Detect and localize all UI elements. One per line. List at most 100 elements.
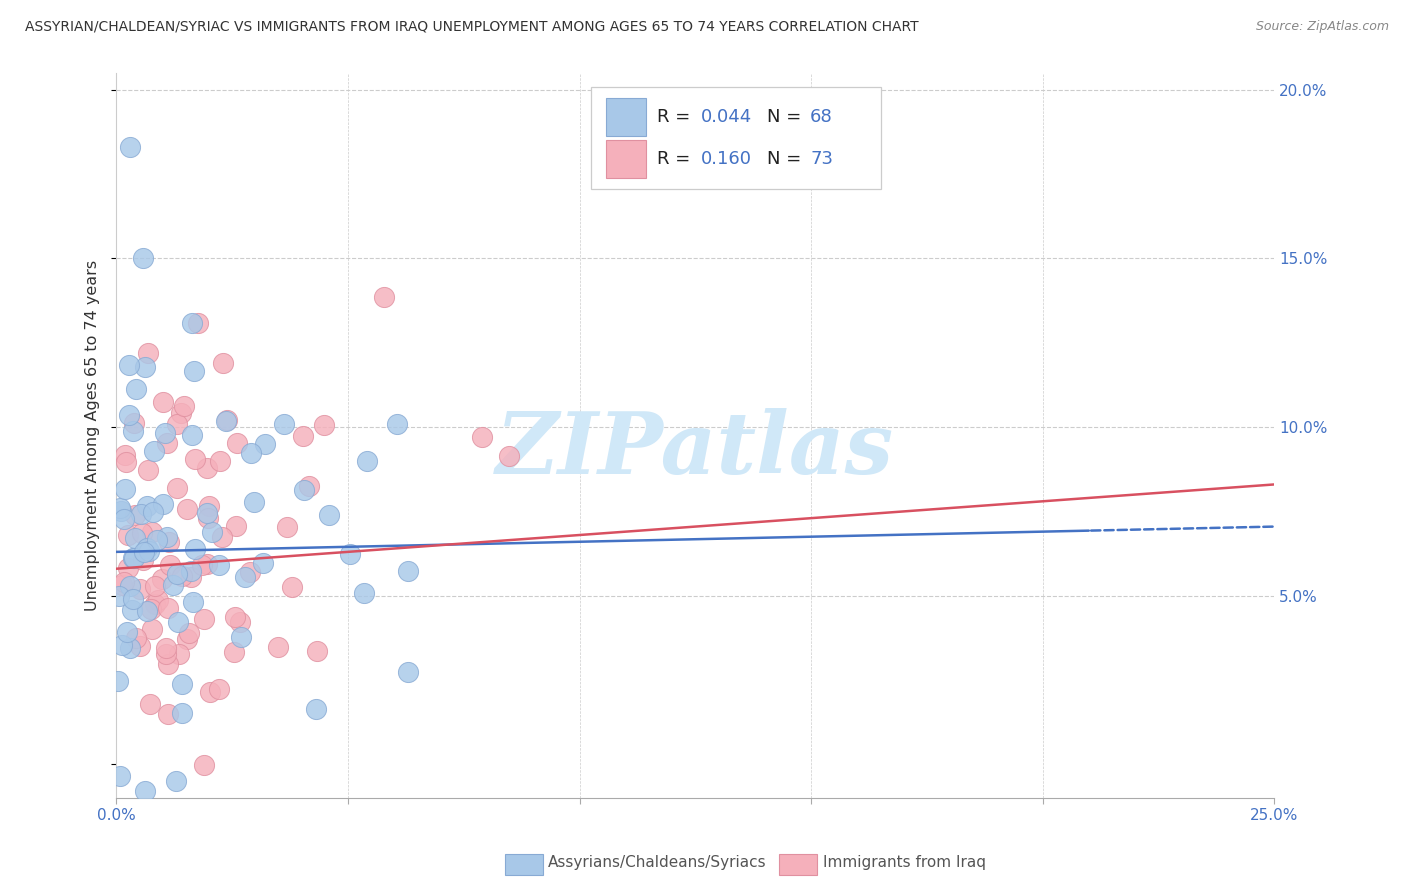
Point — [193, 612, 215, 626]
Point — [136, 346, 159, 360]
Point — [169, 647, 191, 661]
Text: R =: R = — [657, 108, 696, 126]
Point — [176, 502, 198, 516]
Point — [240, 445, 263, 459]
Point — [117, 527, 139, 541]
Point — [136, 541, 159, 555]
Point — [156, 657, 179, 671]
Point — [195, 461, 218, 475]
Point — [212, 356, 235, 370]
Point — [233, 570, 256, 584]
Point — [152, 395, 174, 409]
Point — [276, 519, 298, 533]
Text: R =: R = — [657, 150, 702, 169]
Point — [159, 558, 181, 573]
Point — [396, 665, 419, 679]
Point — [239, 565, 262, 579]
Point — [176, 632, 198, 646]
Point — [181, 594, 204, 608]
Text: 0.044: 0.044 — [702, 108, 752, 126]
Y-axis label: Unemployment Among Ages 65 to 74 years: Unemployment Among Ages 65 to 74 years — [86, 260, 100, 611]
Point — [209, 454, 232, 468]
Point — [166, 481, 188, 495]
Point — [114, 482, 136, 496]
Point — [124, 531, 146, 545]
Point — [114, 455, 136, 469]
Point — [183, 364, 205, 378]
Point — [124, 550, 146, 565]
Point — [225, 519, 247, 533]
Point — [181, 316, 204, 330]
Text: 0.160: 0.160 — [702, 150, 752, 169]
Point — [135, 499, 157, 513]
Point — [120, 140, 142, 154]
Point — [110, 504, 132, 518]
Point — [195, 507, 218, 521]
Point — [138, 544, 160, 558]
Point — [156, 530, 179, 544]
Point — [254, 437, 277, 451]
Point — [184, 452, 207, 467]
Point — [112, 575, 135, 590]
Text: N =: N = — [768, 108, 807, 126]
Point — [162, 578, 184, 592]
Point — [181, 428, 204, 442]
Point — [172, 706, 194, 720]
Point — [129, 507, 152, 521]
Point — [118, 358, 141, 372]
Point — [107, 673, 129, 688]
Text: ZIPatlas: ZIPatlas — [496, 409, 894, 491]
Point — [111, 638, 134, 652]
Point — [155, 641, 177, 656]
Point — [120, 579, 142, 593]
Point — [135, 604, 157, 618]
Point — [208, 682, 231, 697]
Point — [215, 414, 238, 428]
Point — [156, 601, 179, 615]
Point — [339, 547, 361, 561]
Point — [229, 630, 252, 644]
Point — [121, 603, 143, 617]
Point — [117, 560, 139, 574]
Point — [224, 610, 246, 624]
Point — [131, 526, 153, 541]
Point — [143, 578, 166, 592]
Point — [132, 553, 155, 567]
Point — [155, 647, 177, 661]
Point — [197, 511, 219, 525]
Point — [180, 564, 202, 578]
Point — [356, 454, 378, 468]
Point — [141, 524, 163, 539]
FancyBboxPatch shape — [591, 87, 880, 189]
Point — [396, 564, 419, 578]
Point — [122, 591, 145, 606]
Point — [157, 706, 180, 721]
Point — [122, 424, 145, 438]
Point — [193, 758, 215, 772]
Text: ASSYRIAN/CHALDEAN/SYRIAC VS IMMIGRANTS FROM IRAQ UNEMPLOYMENT AMONG AGES 65 TO 7: ASSYRIAN/CHALDEAN/SYRIAC VS IMMIGRANTS F… — [25, 20, 920, 34]
Point — [229, 615, 252, 629]
Point — [198, 685, 221, 699]
Point — [152, 572, 174, 586]
Point — [172, 569, 194, 583]
Point — [134, 784, 156, 798]
Point — [273, 417, 295, 431]
Point — [125, 631, 148, 645]
Point — [211, 530, 233, 544]
Point — [129, 639, 152, 653]
Point — [141, 623, 163, 637]
Point — [298, 478, 321, 492]
Point — [267, 640, 290, 655]
Point — [167, 615, 190, 629]
Point — [166, 773, 188, 788]
Point — [170, 406, 193, 420]
Point — [131, 251, 153, 265]
Point — [157, 534, 180, 549]
Point — [166, 566, 188, 581]
Text: Assyrians/Chaldeans/Syriacs: Assyrians/Chaldeans/Syriacs — [548, 855, 766, 870]
Point — [170, 676, 193, 690]
Point — [226, 435, 249, 450]
Point — [292, 483, 315, 497]
Point — [139, 697, 162, 711]
Text: 68: 68 — [810, 108, 832, 126]
